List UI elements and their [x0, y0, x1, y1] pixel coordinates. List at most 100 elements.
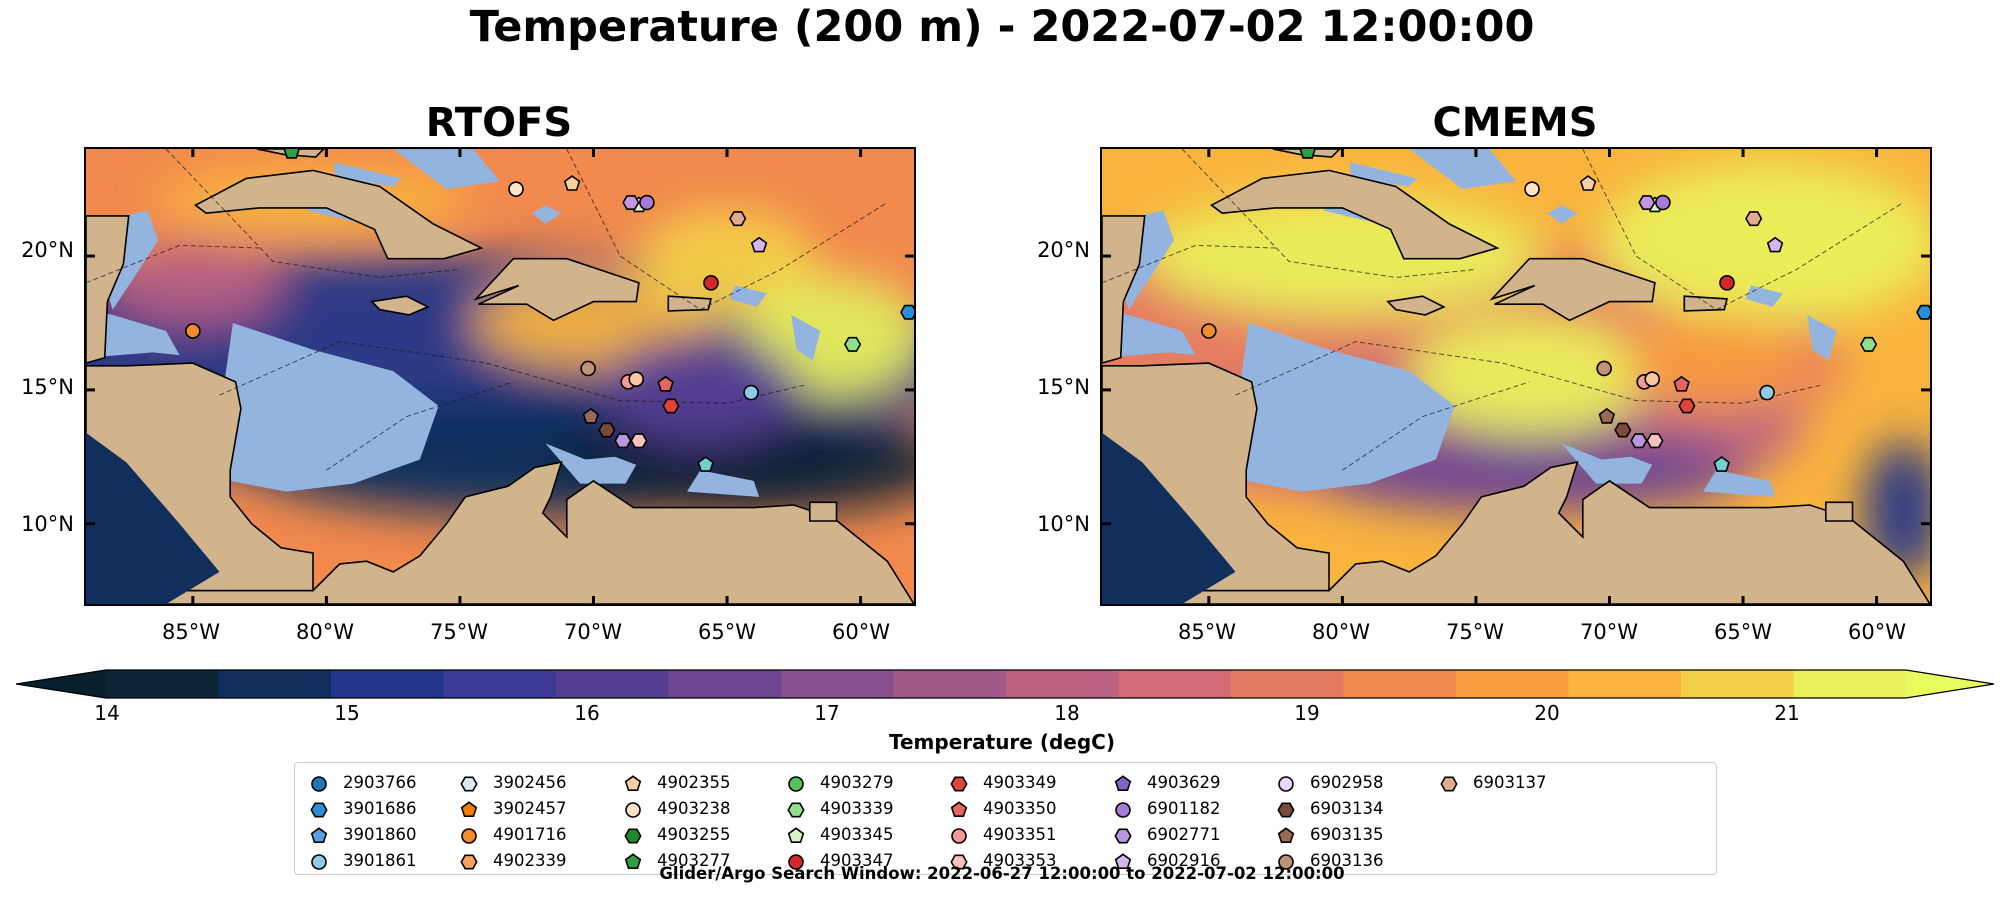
legend-label: 4903351 — [983, 825, 1057, 844]
colorbar-segment — [893, 670, 1007, 698]
land-cuba — [1210, 169, 1500, 260]
float-marker-4902355 — [563, 175, 581, 191]
colorbar-extend-max — [1906, 670, 1994, 698]
legend-label: 4903277 — [657, 851, 731, 870]
legend-label: 4903279 — [820, 773, 894, 792]
float-marker-4903347 — [1719, 275, 1735, 291]
colorbar-segment — [1118, 670, 1232, 698]
legend-label: 4903238 — [657, 799, 731, 818]
colorbar-segment — [1343, 670, 1457, 698]
legend-marker — [951, 828, 967, 844]
lon-tick-label: 80°W — [1312, 620, 1370, 644]
map-canvas — [86, 149, 914, 604]
legend-label: 4903345 — [820, 825, 894, 844]
legend-marker — [1114, 828, 1132, 844]
legend-marker — [1277, 827, 1295, 843]
lat-tick-label: 20°N — [1037, 238, 1090, 262]
float-marker-6903135 — [582, 407, 600, 424]
legend-marker — [1114, 775, 1132, 791]
lon-tick-label: 75°W — [1446, 620, 1504, 644]
float-marker-4903353 — [1646, 433, 1664, 449]
legend-label: 3902457 — [493, 799, 567, 818]
lon-tick-label: 65°W — [1714, 620, 1772, 644]
legend-marker — [950, 854, 968, 870]
lat-tick-label: 10°N — [1037, 512, 1090, 536]
colorbar-segment — [331, 670, 444, 698]
land-yucatan — [86, 215, 130, 364]
legend-marker — [461, 828, 477, 844]
float-marker-6902916 — [1766, 236, 1784, 253]
land-southamerica — [1102, 461, 1930, 604]
colorbar-tick-label: 14 — [94, 701, 120, 725]
land-puertorico — [667, 295, 713, 312]
land-trinidad — [808, 501, 838, 522]
colorbar-segment — [443, 670, 557, 698]
colorbar-segment — [556, 670, 669, 698]
float-marker-3901861 — [743, 384, 759, 401]
lat-tick-label: 10°N — [21, 512, 74, 536]
rtofs-map-panel — [84, 147, 916, 606]
colorbar-segment — [1456, 670, 1569, 698]
float-marker-6902771 — [614, 433, 632, 449]
colorbar-tick-label: 15 — [334, 701, 360, 725]
map-canvas — [1102, 149, 1930, 604]
legend-marker — [460, 801, 478, 817]
lon-tick-label: 60°W — [1848, 620, 1906, 644]
legend-label: 6903137 — [1473, 773, 1547, 792]
float-marker-extra-2 — [1644, 371, 1661, 387]
colorbar-tick-label: 19 — [1294, 701, 1320, 725]
lon-tick-label: 80°W — [296, 620, 354, 644]
legend-marker — [1277, 802, 1295, 818]
map-title-cmems: CMEMS — [1432, 100, 1598, 146]
legend-label: 6903135 — [1310, 825, 1384, 844]
colorbar-label: Temperature (degC) — [889, 730, 1115, 754]
float-marker-4903339 — [1859, 336, 1878, 352]
land-jamaica — [370, 295, 430, 316]
cmems-map-panel — [1100, 147, 1932, 606]
float-marker-4903349 — [662, 398, 680, 414]
lon-tick-label: 60°W — [832, 620, 890, 644]
legend-label: 6902958 — [1310, 773, 1384, 792]
float-marker-6903137 — [1745, 211, 1763, 227]
figure-title: Temperature (200 m) - 2022-07-02 12:00:0… — [469, 2, 1535, 52]
float-marker-4901716 — [1201, 323, 1217, 339]
colorbar-tick-label: 20 — [1534, 701, 1560, 725]
legend-label: 4903349 — [983, 773, 1057, 792]
legend-label: 3902456 — [493, 773, 567, 792]
legend-label: 6902771 — [1147, 825, 1221, 844]
colorbar-segment — [668, 670, 782, 698]
float-marker-6903136 — [1596, 360, 1612, 377]
colorbar-tick-label: 18 — [1054, 701, 1080, 725]
legend-label: 2903766 — [343, 773, 417, 792]
legend-marker — [787, 827, 805, 843]
float-marker-6903136 — [580, 360, 596, 377]
colorbar-segment — [1231, 670, 1344, 698]
land-trinidad — [1824, 501, 1854, 522]
legend-marker — [1114, 853, 1132, 869]
legend-marker — [310, 827, 328, 843]
colorbar-tick-label: 17 — [814, 701, 840, 725]
legend-label: 3901861 — [343, 851, 417, 870]
legend-marker — [1278, 854, 1294, 870]
legend-marker — [460, 854, 478, 870]
legend-marker — [624, 828, 642, 844]
legend-label: 4903339 — [820, 799, 894, 818]
legend-label: 4902355 — [657, 773, 731, 792]
land-cuba — [194, 169, 484, 260]
float-marker-6903135 — [1598, 407, 1616, 424]
legend-label: 4903255 — [657, 825, 731, 844]
colorbar-tick-label: 21 — [1774, 701, 1800, 725]
float-marker-4903347 — [703, 275, 719, 291]
colorbar-segment — [1793, 670, 1907, 698]
land-puertorico — [1683, 295, 1729, 312]
legend-marker — [1440, 776, 1458, 792]
temperature-colorbar — [16, 669, 1995, 699]
colorbar-segment — [781, 670, 894, 698]
legend-marker — [787, 802, 805, 818]
legend-marker — [624, 775, 642, 791]
lat-tick-label: 15°N — [21, 375, 74, 399]
land-yucatan — [1102, 215, 1146, 364]
float-marker-4903349 — [1678, 398, 1696, 414]
legend-label: 6903134 — [1310, 799, 1384, 818]
legend-label: 3901686 — [343, 799, 417, 818]
